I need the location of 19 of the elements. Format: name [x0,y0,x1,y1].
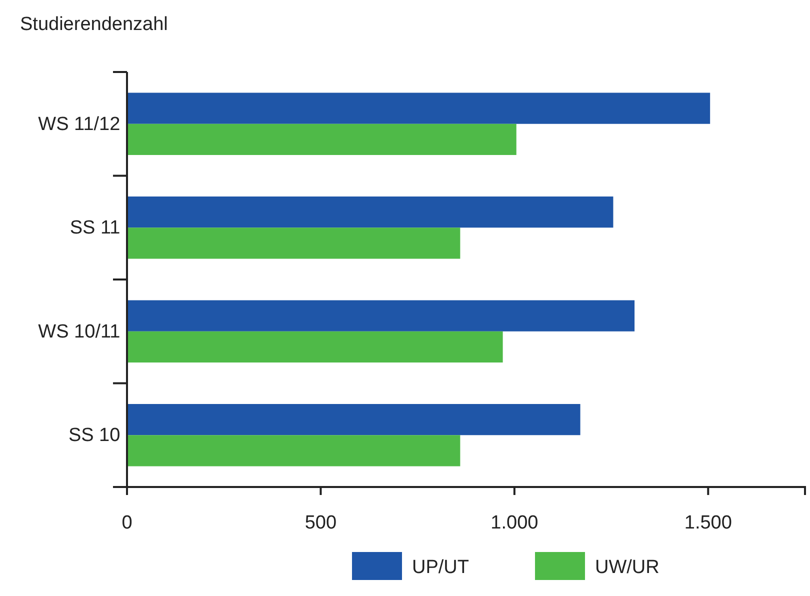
x-tick-label: 500 [304,512,337,534]
y-tick-label: WS 10/11 [38,321,120,342]
y-tick-label: SS 11 [70,218,120,239]
y-axis-title: Studierendenzahl [20,14,168,35]
bar [127,228,460,259]
bar [127,331,503,362]
x-tick-label: 0 [122,512,132,534]
bar [127,300,635,332]
x-tick-label: 1.000 [490,512,538,534]
bar [127,92,710,124]
y-tick-label: WS 11/12 [38,114,120,135]
legend-label: UW/UR [595,557,660,578]
bar [127,196,614,228]
legend-label: UP/UT [412,557,470,578]
x-tick-label: 1.500 [684,512,732,534]
y-tick-label: SS 10 [68,425,120,446]
bar [127,124,516,155]
bar [127,404,580,436]
bar [127,435,460,466]
